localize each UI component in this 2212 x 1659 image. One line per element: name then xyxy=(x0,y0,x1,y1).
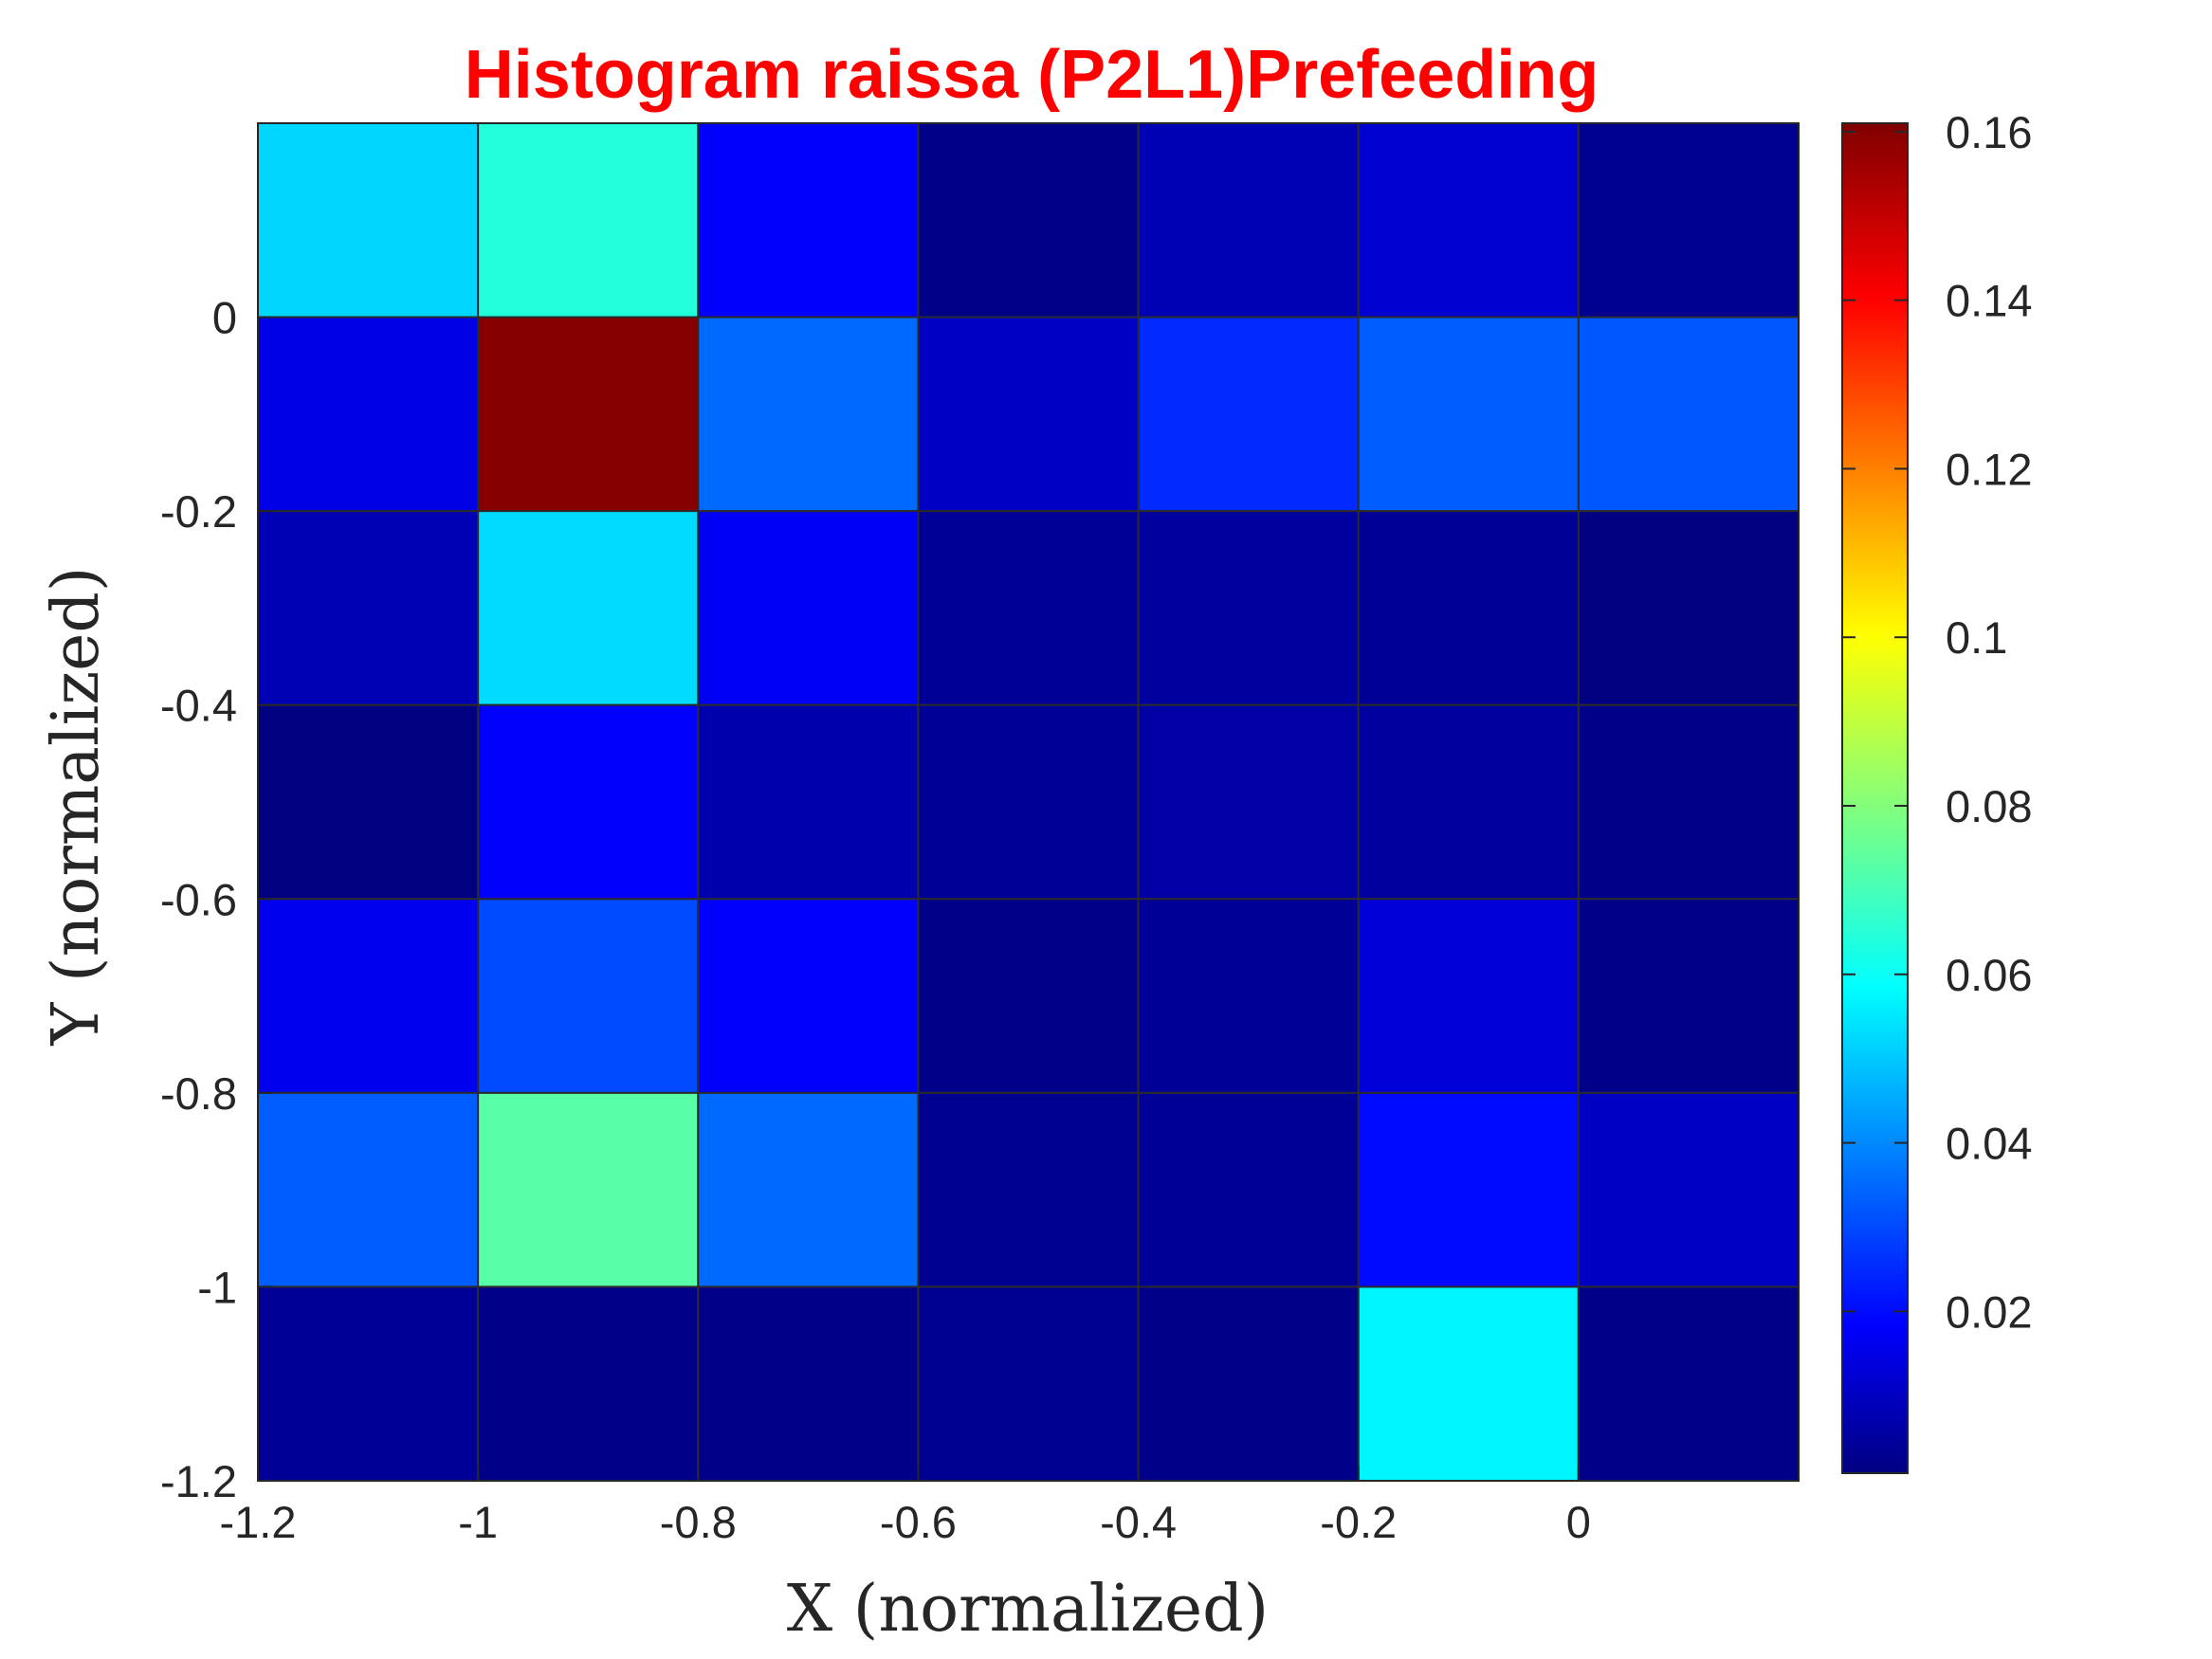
heatmap-cell xyxy=(257,1091,480,1288)
heatmap-cell xyxy=(1137,1091,1360,1288)
heatmap-cell xyxy=(697,316,920,513)
colorbar-tick-label: 0.14 xyxy=(1946,276,2032,326)
colorbar-tick-label: 0.06 xyxy=(1946,950,2032,1000)
heatmap-cell xyxy=(917,1285,1140,1483)
heatmap-cell xyxy=(257,1285,480,1483)
y-tick-label: -0.2 xyxy=(160,486,237,537)
y-tick-label: -0.6 xyxy=(160,874,237,924)
heatmap-cell xyxy=(1357,316,1580,513)
heatmap-cell xyxy=(257,316,480,513)
heatmap-cell xyxy=(1137,316,1360,513)
x-tick-label: -0.4 xyxy=(1100,1497,1177,1547)
heatmap-cell xyxy=(257,703,480,901)
plot-area-border xyxy=(257,122,1800,1482)
heatmap-cell xyxy=(917,122,1140,319)
y-axis-label: Y (normalized) xyxy=(39,567,114,1047)
colorbar-tick-label: 0.04 xyxy=(1946,1119,2032,1169)
heatmap-cell xyxy=(697,898,920,1094)
heatmap-cell xyxy=(917,1091,1140,1288)
heatmap-cell xyxy=(477,898,700,1094)
heatmap-cell xyxy=(1137,703,1360,901)
heatmap-cell xyxy=(477,510,700,706)
heatmap-cell xyxy=(1577,1091,1801,1288)
y-axis-ticks: 0 -0.2 -0.4 -0.6 -0.8 -1 -1.2 xyxy=(160,293,273,1506)
x-tick-label: 0 xyxy=(1566,1497,1591,1547)
heatmap-cell xyxy=(1137,1285,1360,1483)
heatmap-cell xyxy=(917,898,1140,1094)
x-axis-ticks: -1.2 -1 -0.8 -0.6 -0.4 -0.2 0 xyxy=(220,1466,1591,1547)
heatmap-cell xyxy=(1577,898,1801,1094)
heatmap-cell xyxy=(1357,510,1580,706)
heatmap-cell xyxy=(257,898,480,1094)
heatmap-cell xyxy=(697,122,920,319)
x-tick-label: -1.2 xyxy=(220,1497,297,1547)
y-tick-label: -1 xyxy=(197,1262,237,1312)
heatmap-cell xyxy=(477,1285,700,1483)
heatmap-cell xyxy=(697,1285,920,1483)
heatmap-cell xyxy=(1357,1091,1580,1288)
heatmap-cell xyxy=(697,510,920,706)
heatmap-cell xyxy=(1357,122,1580,319)
heatmap-cell xyxy=(1137,898,1360,1094)
heatmap-cells xyxy=(257,122,1801,1483)
heatmap-cell xyxy=(1577,122,1801,319)
heatmap-cell xyxy=(1577,316,1801,513)
heatmap-cell xyxy=(477,122,700,319)
x-tick-label: -1 xyxy=(458,1497,498,1547)
heatmap-cell xyxy=(257,510,480,706)
x-tick-label: -0.8 xyxy=(660,1497,737,1547)
colorbar-ticks: 0.02 0.04 0.06 0.08 0.1 0.12 0.14 0.16 xyxy=(1842,107,2032,1337)
colorbar-tick-label: 0.16 xyxy=(1946,107,2032,157)
x-axis-label: X (normalized) xyxy=(787,1572,1269,1647)
heatmap-cell xyxy=(477,1091,700,1288)
heatmap-cell xyxy=(1137,510,1360,706)
heatmap-cell xyxy=(1577,510,1801,706)
heatmap-cell xyxy=(1357,1285,1580,1483)
heatmap-cell xyxy=(917,703,1140,901)
heatmap-cell xyxy=(917,316,1140,513)
heatmap-cell xyxy=(1357,703,1580,901)
heatmap-cell xyxy=(1577,703,1801,901)
heatmap-cell xyxy=(257,122,480,319)
heatmap-cell xyxy=(697,703,920,901)
heatmap-cell xyxy=(477,316,700,513)
y-tick-label: 0 xyxy=(212,293,237,343)
y-tick-label: -1.2 xyxy=(160,1456,237,1506)
colorbar-tick-label: 0.08 xyxy=(1946,781,2032,831)
heatmap-cell xyxy=(477,703,700,901)
heatmap-cell xyxy=(1137,122,1360,319)
x-tick-label: -0.6 xyxy=(880,1497,957,1547)
y-tick-label: -0.4 xyxy=(160,681,237,731)
colorbar xyxy=(1841,122,1909,1474)
colorbar-tick-label: 0.12 xyxy=(1946,444,2032,494)
chart-title: Histogram raissa (P2L1)Prefeeding xyxy=(465,37,1599,113)
colorbar-tick-label: 0.02 xyxy=(1946,1286,2032,1337)
heatmap-cell xyxy=(1577,1285,1801,1483)
y-tick-label: -0.8 xyxy=(160,1068,237,1119)
heatmap-cell xyxy=(917,510,1140,706)
heatmap-cell xyxy=(697,1091,920,1288)
heatmap-cell xyxy=(1357,898,1580,1094)
x-tick-label: -0.2 xyxy=(1320,1497,1397,1547)
colorbar-tick-label: 0.1 xyxy=(1946,612,2007,663)
